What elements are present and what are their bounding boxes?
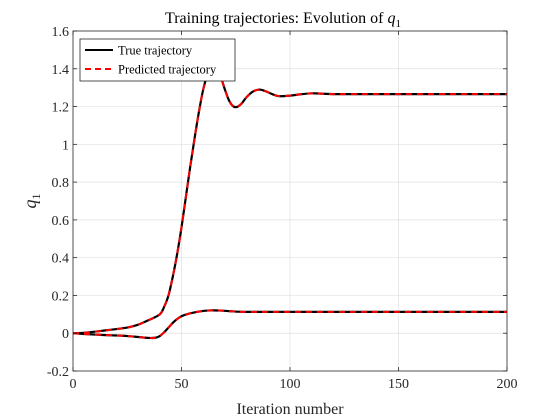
y-tick-label: 1.2 xyxy=(52,101,70,116)
x-tick-label: 0 xyxy=(70,377,77,392)
y-axis-label-main: q xyxy=(20,200,40,209)
y-tick-label: 0.2 xyxy=(52,289,70,304)
chart-title-text: Training trajectories: Evolution of xyxy=(165,10,387,27)
legend: True trajectory Predicted trajectory xyxy=(79,38,236,82)
y-tick-label: -0.2 xyxy=(47,365,69,380)
x-tick-label: 100 xyxy=(280,377,301,392)
grid xyxy=(73,31,507,371)
chart-title: Training trajectories: Evolution of q1 xyxy=(165,10,401,30)
legend-label-true: True trajectory xyxy=(118,44,193,58)
predicted-trajectory-line-lower xyxy=(72,309,507,340)
x-tick-label: 50 xyxy=(175,377,189,392)
legend-label-predicted: Predicted trajectory xyxy=(118,63,217,77)
y-tick-label: 0.4 xyxy=(52,252,70,267)
x-tick-label: 150 xyxy=(388,377,409,392)
chart-title-math-sub: 1 xyxy=(395,18,401,30)
y-axis-label: q1 xyxy=(20,194,43,209)
y-tick-label: 1.4 xyxy=(52,63,70,78)
y-tick-label: 1.6 xyxy=(52,25,70,40)
x-axis-label: Iteration number xyxy=(236,401,344,418)
chart-title-math: q xyxy=(387,10,395,27)
x-tick-label: 200 xyxy=(497,377,518,392)
y-tick-label: 0.8 xyxy=(52,176,70,191)
y-tick-label: 1 xyxy=(62,138,69,153)
legend-box xyxy=(79,38,236,82)
axis-ticks: 0 50 100 150 200-0.200.20.40.60.811.21.41.6 xyxy=(47,25,518,392)
y-tick-label: 0.6 xyxy=(52,214,70,229)
predicted-trajectory-line-upper xyxy=(72,65,507,335)
y-tick-label: 0 xyxy=(62,327,69,342)
y-axis-label-sub: 1 xyxy=(29,194,43,200)
